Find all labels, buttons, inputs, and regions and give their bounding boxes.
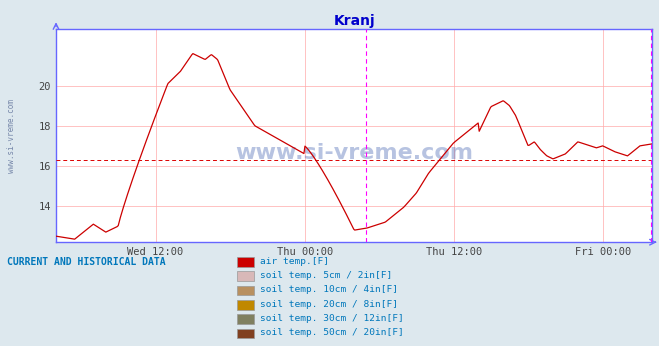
Bar <box>237 257 254 266</box>
Text: www.si-vreme.com: www.si-vreme.com <box>235 143 473 163</box>
Bar <box>237 329 254 338</box>
Text: soil temp. 10cm / 4in[F]: soil temp. 10cm / 4in[F] <box>260 285 398 294</box>
Title: Kranj: Kranj <box>333 14 375 28</box>
Bar <box>237 271 254 281</box>
Text: www.si-vreme.com: www.si-vreme.com <box>7 99 16 173</box>
Text: CURRENT AND HISTORICAL DATA: CURRENT AND HISTORICAL DATA <box>7 257 165 267</box>
Text: soil temp. 20cm / 8in[F]: soil temp. 20cm / 8in[F] <box>260 300 398 309</box>
Bar <box>237 300 254 310</box>
Text: soil temp. 50cm / 20in[F]: soil temp. 50cm / 20in[F] <box>260 328 404 337</box>
Text: soil temp. 30cm / 12in[F]: soil temp. 30cm / 12in[F] <box>260 314 404 323</box>
Bar <box>237 285 254 295</box>
Text: soil temp. 5cm / 2in[F]: soil temp. 5cm / 2in[F] <box>260 271 393 280</box>
Text: air temp.[F]: air temp.[F] <box>260 257 330 266</box>
Bar <box>237 314 254 324</box>
